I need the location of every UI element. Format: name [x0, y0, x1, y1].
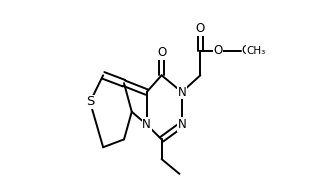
Text: N: N	[177, 85, 186, 99]
Text: N: N	[177, 118, 186, 131]
Text: O: O	[214, 44, 223, 57]
Text: O: O	[196, 23, 205, 36]
Text: N: N	[142, 118, 151, 131]
Text: O: O	[242, 44, 251, 57]
Text: CH₃: CH₃	[246, 46, 265, 56]
Text: S: S	[86, 95, 94, 108]
Text: O: O	[157, 46, 166, 59]
